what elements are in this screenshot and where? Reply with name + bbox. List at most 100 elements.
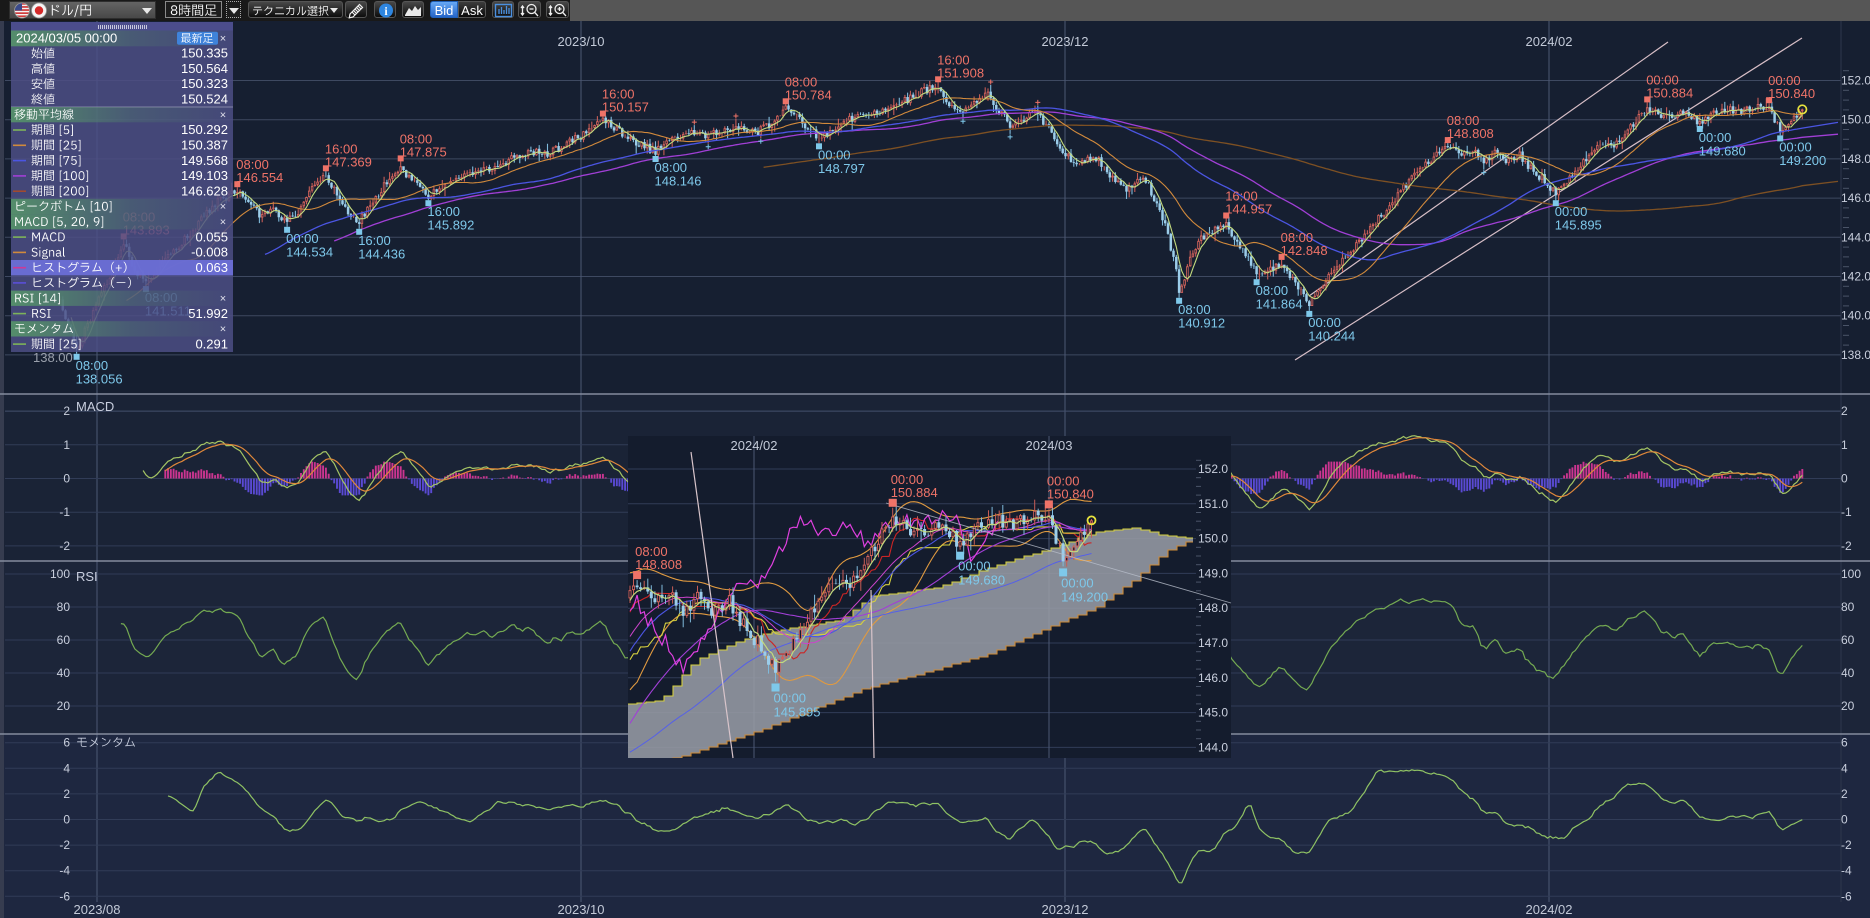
svg-text:148.808: 148.808 (1447, 126, 1494, 141)
svg-text:147.0: 147.0 (1198, 636, 1228, 650)
svg-text:2: 2 (1841, 787, 1848, 801)
svg-text:144.0: 144.0 (1841, 230, 1870, 244)
svg-text:20: 20 (1841, 699, 1855, 713)
svg-text:2: 2 (63, 787, 70, 801)
svg-text:6: 6 (63, 736, 70, 750)
svg-text:150.784: 150.784 (785, 87, 832, 102)
svg-text:×: × (220, 292, 226, 304)
svg-text:150.564: 150.564 (181, 61, 228, 76)
svg-text:-2: -2 (59, 838, 70, 852)
svg-text:140.912: 140.912 (1178, 315, 1225, 330)
svg-text:08:00: 08:00 (400, 131, 433, 146)
svg-text:142.0: 142.0 (1841, 270, 1870, 284)
svg-text:2023/10: 2023/10 (558, 34, 605, 49)
svg-text:150.387: 150.387 (181, 137, 228, 152)
svg-text:150.884: 150.884 (891, 485, 938, 500)
svg-text:i: i (384, 4, 388, 18)
svg-text:08:00: 08:00 (785, 74, 818, 89)
svg-text:-1: -1 (59, 505, 70, 519)
svg-text:150.157: 150.157 (602, 100, 649, 115)
svg-text:00:00: 00:00 (1779, 139, 1812, 154)
svg-text:150.0: 150.0 (1841, 113, 1870, 127)
svg-text:152.0: 152.0 (1841, 74, 1870, 88)
svg-text:149.103: 149.103 (181, 168, 228, 183)
svg-text:150.323: 150.323 (181, 76, 228, 91)
svg-text:-6: -6 (59, 889, 70, 903)
svg-text:150.335: 150.335 (181, 45, 228, 60)
svg-text:148.146: 148.146 (655, 174, 702, 189)
svg-text:146.0: 146.0 (1841, 191, 1870, 205)
svg-text:08:00: 08:00 (635, 544, 668, 559)
svg-text:MACD: MACD (76, 399, 114, 414)
svg-text:148.0: 148.0 (1841, 152, 1870, 166)
svg-text:149.568: 149.568 (181, 152, 228, 167)
svg-text:2024/03: 2024/03 (1026, 438, 1073, 453)
svg-text:2024/02: 2024/02 (731, 438, 778, 453)
svg-text:2023/08: 2023/08 (74, 902, 121, 917)
svg-text:141.864: 141.864 (1256, 297, 1303, 312)
svg-text:×: × (220, 323, 226, 335)
svg-text:-2: -2 (1841, 838, 1852, 852)
svg-text:146.0: 146.0 (1198, 671, 1228, 685)
svg-text:60: 60 (1841, 633, 1855, 647)
svg-text:138.056: 138.056 (76, 371, 123, 386)
svg-text:0.063: 0.063 (195, 259, 228, 274)
svg-text:149.680: 149.680 (958, 573, 1005, 588)
svg-text:145.0: 145.0 (1198, 706, 1228, 720)
svg-text:138.00: 138.00 (33, 350, 73, 365)
svg-text:148.808: 148.808 (635, 557, 682, 572)
svg-text:149.680: 149.680 (1699, 144, 1746, 159)
svg-text:08:00: 08:00 (655, 160, 688, 175)
svg-text:08:00: 08:00 (76, 358, 109, 373)
svg-text:00:00: 00:00 (891, 472, 924, 487)
svg-text:150.0: 150.0 (1198, 532, 1228, 546)
svg-text:145.895: 145.895 (774, 705, 821, 720)
svg-text:152.0: 152.0 (1198, 462, 1228, 476)
svg-text:4: 4 (1841, 761, 1848, 775)
svg-text:2: 2 (63, 404, 70, 418)
svg-text:20: 20 (57, 699, 71, 713)
svg-text:147.369: 147.369 (325, 154, 372, 169)
svg-text:00:00: 00:00 (286, 231, 319, 246)
svg-text:144.957: 144.957 (1225, 202, 1272, 217)
svg-text:00:00: 00:00 (958, 559, 991, 574)
svg-text:148.0: 148.0 (1198, 601, 1228, 615)
svg-text:00:00: 00:00 (1061, 575, 1094, 590)
svg-text:00:00: 00:00 (1308, 315, 1341, 330)
svg-text:150.840: 150.840 (1047, 486, 1094, 501)
svg-text:×: × (220, 109, 226, 121)
svg-text:×: × (220, 32, 226, 44)
svg-text:16:00: 16:00 (602, 87, 635, 102)
svg-text:×: × (220, 216, 226, 228)
svg-text:×: × (220, 201, 226, 213)
svg-text:16:00: 16:00 (358, 233, 391, 248)
svg-text:100: 100 (1841, 567, 1861, 581)
svg-text:08:00: 08:00 (1178, 302, 1211, 317)
svg-text:51.992: 51.992 (188, 305, 228, 320)
svg-text:-0.008: -0.008 (191, 244, 228, 259)
svg-text:100: 100 (50, 567, 70, 581)
svg-text:80: 80 (57, 600, 71, 614)
svg-text:16:00: 16:00 (427, 204, 460, 219)
svg-text:144.534: 144.534 (286, 244, 333, 259)
svg-text:16:00: 16:00 (1225, 189, 1258, 204)
svg-text:138.0: 138.0 (1841, 348, 1870, 362)
svg-text:149.0: 149.0 (1198, 566, 1228, 580)
svg-text:00:00: 00:00 (818, 147, 851, 162)
svg-text:6: 6 (1841, 736, 1848, 750)
svg-text:140.0: 140.0 (1841, 309, 1870, 323)
svg-text:08:00: 08:00 (1447, 113, 1480, 128)
svg-text:150.884: 150.884 (1646, 85, 1693, 100)
svg-text:16:00: 16:00 (325, 141, 358, 156)
svg-text:150.524: 150.524 (181, 91, 228, 106)
svg-text:2023/12: 2023/12 (1042, 902, 1089, 917)
svg-text:151.0: 151.0 (1198, 497, 1228, 511)
svg-text:142.848: 142.848 (1281, 243, 1328, 258)
svg-text:2024/02: 2024/02 (1526, 34, 1573, 49)
svg-text:146.628: 146.628 (181, 183, 228, 198)
svg-text:144.436: 144.436 (358, 246, 405, 261)
svg-text:140.244: 140.244 (1308, 328, 1355, 343)
svg-text:149.200: 149.200 (1061, 589, 1108, 604)
svg-text:-1: -1 (1841, 505, 1852, 519)
svg-text:40: 40 (1841, 666, 1855, 680)
